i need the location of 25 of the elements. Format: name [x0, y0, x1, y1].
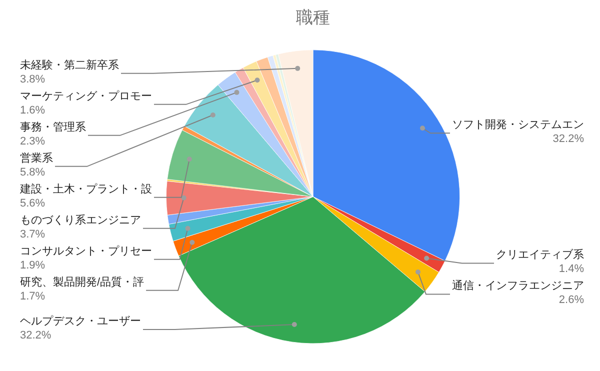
data-label: 5.8% — [20, 166, 46, 178]
slice-label: ものづくり系エンジニア — [20, 213, 141, 226]
data-label: 3.8% — [20, 73, 46, 86]
slice-label: ヘルプデスク・ユーザー — [20, 314, 141, 328]
slice-label: クリエイティブ系 — [496, 248, 584, 262]
slice-label: 営業系 — [20, 151, 53, 164]
data-label: 5.6% — [20, 197, 46, 210]
slice-label: コンサルタント・プリセー — [20, 244, 152, 258]
slice-label: 未経験・第二新卒系 — [20, 58, 119, 72]
slice-label: 事務・管理系 — [20, 120, 86, 134]
data-label: 1.6% — [20, 104, 46, 116]
data-label: 1.9% — [20, 259, 46, 272]
slice-label: ソフト開発・システムエン — [452, 119, 584, 132]
data-label: 3.7% — [20, 228, 46, 240]
slice-label: 建設・土木・プラント・設 — [19, 182, 152, 196]
slice-label: 通信・インフラエンジニア — [452, 279, 584, 292]
data-label: 2.6% — [558, 294, 584, 306]
slice-label: 研究、製品開発/品質・評 — [20, 275, 144, 288]
chart-title: 職種 — [296, 8, 330, 27]
data-label: 32.2% — [552, 133, 584, 146]
data-label: 32.2% — [20, 330, 52, 342]
data-label: 2.3% — [20, 135, 46, 148]
slice-label: マーケティング・プロモー — [20, 89, 152, 102]
data-label: 1.4% — [558, 263, 584, 276]
data-label: 1.7% — [20, 290, 46, 302]
